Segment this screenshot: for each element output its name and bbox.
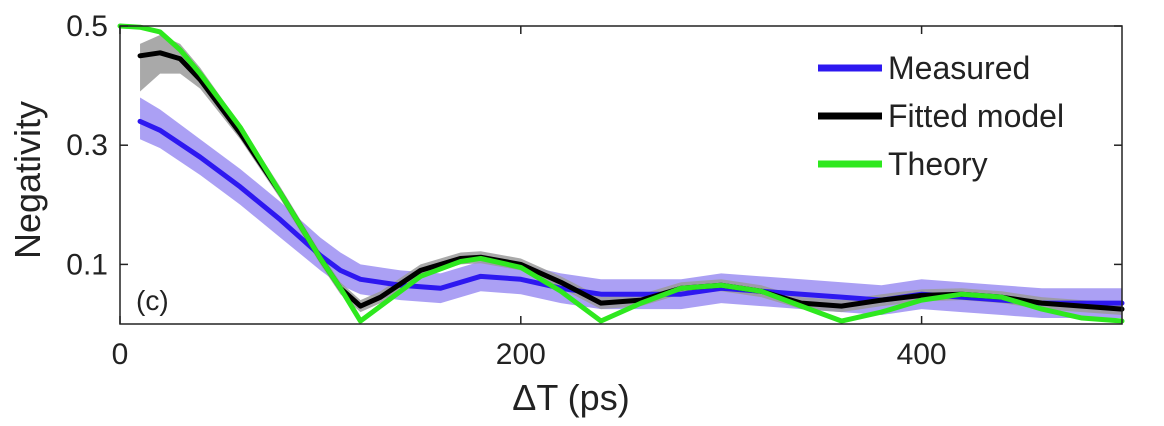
legend-label: Measured	[888, 50, 1030, 86]
error-bands	[140, 34, 1123, 319]
y-axis-title: Negativity	[7, 101, 48, 259]
x-tick-label: 400	[897, 338, 947, 371]
x-axis-title: ΔT (ps)	[512, 377, 629, 418]
legend-label: Fitted model	[888, 98, 1064, 134]
panel-label: (c)	[136, 285, 169, 316]
legend-label: Theory	[888, 146, 988, 182]
line-theory	[117, 23, 1125, 324]
y-tick-label: 0.3	[66, 129, 108, 162]
x-tick-label: 200	[496, 338, 546, 371]
axis-ticks: 0 200 400 0.1 0.3 0.5	[66, 10, 1122, 371]
y-tick-label: 0.5	[66, 10, 108, 43]
series-lines	[117, 23, 1125, 324]
x-tick-label: 0	[112, 338, 129, 371]
legend: Measured Fitted model Theory	[818, 50, 1064, 182]
plot-frame	[119, 25, 1123, 325]
y-tick-label: 0.1	[66, 248, 108, 281]
